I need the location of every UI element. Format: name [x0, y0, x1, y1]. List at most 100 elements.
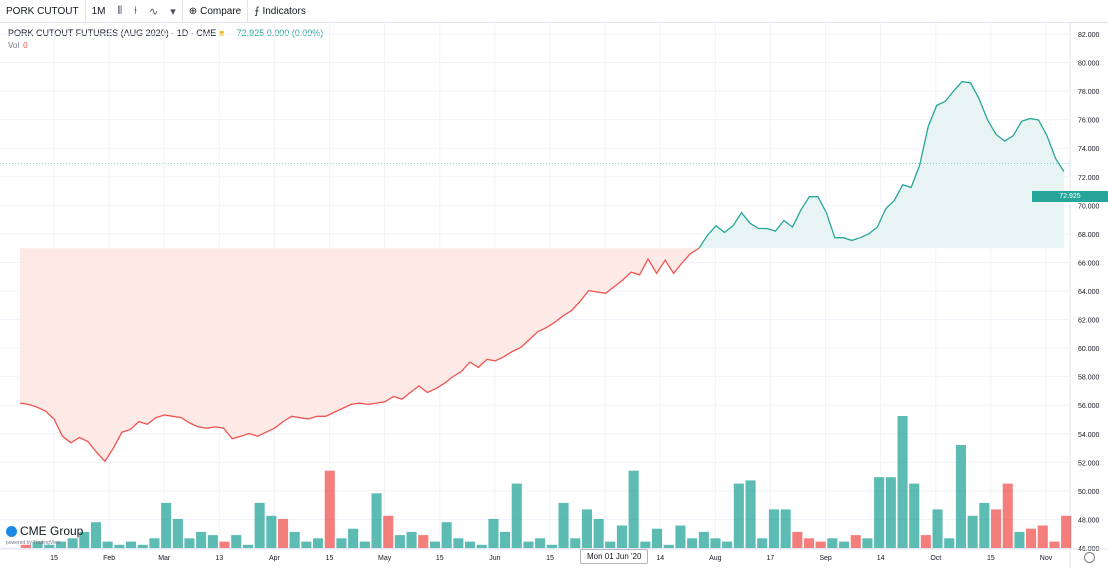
line-style-icon[interactable]: ∿	[148, 5, 159, 18]
volume-bar	[780, 509, 791, 548]
volume-bar	[184, 538, 195, 548]
volume-bar	[862, 538, 873, 548]
legend-title: PORK CUTOUT FUTURES (AUG 2020) · 1D · CM…	[8, 28, 217, 38]
volume-bar	[79, 531, 90, 548]
price-chart[interactable]: 82.000 80.000 78.000 76.000 74.000 72.000 70.0…	[0, 22, 1108, 568]
interval-button[interactable]: 1M	[84, 0, 112, 22]
volume-bar	[102, 541, 113, 548]
y-tick-label: 66.000	[1078, 260, 1100, 267]
chart-legend: PORK CUTOUT FUTURES (AUG 2020) · 1D · CM…	[8, 28, 323, 38]
volume-bar	[453, 538, 464, 548]
brand-subtitle: powered by TradingView	[6, 540, 61, 546]
price-line-above	[697, 80, 1065, 249]
y-tick-label: 50.000	[1078, 489, 1100, 496]
y-tick-label: 58.000	[1078, 375, 1100, 382]
volume-bar	[897, 416, 908, 548]
volume-bar	[710, 538, 721, 548]
y-tick-label: 60.000	[1078, 346, 1100, 353]
volume-bar	[511, 483, 522, 548]
y-tick-label: 68.000	[1078, 232, 1100, 239]
volume-bar	[90, 522, 101, 548]
volume-bar	[628, 470, 639, 548]
x-tick-label: 15	[326, 555, 334, 562]
x-tick-label: 15	[546, 555, 554, 562]
y-tick-label: 48.000	[1078, 517, 1100, 524]
indicators-button[interactable]: ⨍ Indicators	[247, 0, 312, 22]
y-tick-label: 54.000	[1078, 432, 1100, 439]
volume-bar	[55, 541, 66, 548]
volume-bar	[570, 538, 581, 548]
volume-bar	[991, 509, 1002, 548]
volume-bar	[465, 541, 476, 548]
compare-button[interactable]: ⊕ Compare	[181, 0, 248, 22]
volume-bar	[418, 535, 429, 548]
volume-bar	[126, 541, 137, 548]
volume-bar	[488, 519, 499, 548]
volume-bar	[242, 544, 253, 548]
volume-bar	[500, 531, 511, 548]
market-status-icon: ■	[218, 28, 225, 38]
volume-bar	[441, 522, 452, 548]
volume-bar	[32, 541, 43, 548]
price-line-below	[19, 248, 700, 463]
y-tick-label: 78.000	[1078, 89, 1100, 96]
symbol-label: PORK CUTOUT	[6, 5, 79, 17]
volume-legend-label: Vol	[8, 41, 20, 50]
volume-bar	[745, 480, 756, 548]
volume-bar	[605, 541, 616, 548]
volume-bar	[383, 515, 394, 548]
volume-legend-value: 0	[23, 41, 28, 50]
volume-bar	[266, 515, 277, 548]
volume-bar	[839, 541, 850, 548]
x-tick-label: 15	[436, 555, 444, 562]
x-tick-label: 14	[656, 555, 664, 562]
volume-bar	[827, 538, 838, 548]
indicators-label: Indicators	[262, 5, 306, 17]
volume-bar	[359, 541, 370, 548]
volume-bar	[687, 538, 698, 548]
volume-bar	[67, 538, 78, 548]
volume-bar	[1049, 541, 1060, 548]
x-tick-label: 13	[215, 555, 223, 562]
volume-bar	[394, 535, 405, 548]
volume-bar	[675, 525, 686, 548]
volume-bar	[137, 544, 148, 548]
volume-bar	[348, 528, 359, 548]
volume-bar	[1014, 531, 1025, 548]
volume-bar	[698, 531, 709, 548]
legend-ohlc: 72.925 0.000 (0.00%)	[236, 28, 324, 38]
y-tick-label: 74.000	[1078, 146, 1100, 153]
y-tick-label: 72.000	[1078, 175, 1100, 182]
volume-bar	[313, 538, 324, 548]
x-tick-label: Apr	[269, 555, 281, 562]
x-tick-label: Jun	[489, 555, 500, 562]
symbol-search-button[interactable]: PORK CUTOUT	[0, 0, 85, 22]
bar-style-icon[interactable]: ⫴	[117, 4, 123, 17]
volume-bar	[207, 535, 218, 548]
volume-bar	[804, 538, 815, 548]
chevron-down-icon[interactable]: ▾	[170, 5, 176, 18]
volume-bar	[722, 541, 733, 548]
x-tick-label: Oct	[930, 555, 941, 562]
volume-bar	[523, 541, 534, 548]
volume-bar	[371, 493, 382, 548]
x-tick-label: 15	[987, 555, 995, 562]
volume-bar	[114, 544, 125, 548]
volume-bar	[196, 531, 207, 548]
volume-bar	[546, 544, 557, 548]
volume-bar	[149, 538, 160, 548]
volume-bar	[850, 535, 861, 548]
x-tick-label: May	[378, 555, 392, 562]
candle-style-icon[interactable]: ⍿	[134, 4, 137, 17]
y-tick-label: 64.000	[1078, 289, 1100, 296]
x-tick-label: Sep	[819, 555, 832, 562]
x-tick-label: Nov	[1040, 555, 1053, 562]
volume-bar	[219, 541, 230, 548]
volume-bar	[979, 502, 990, 548]
volume-bar	[885, 477, 896, 548]
settings-icon[interactable]	[1084, 552, 1095, 563]
volume-bar	[909, 483, 920, 548]
volume-bar	[768, 509, 779, 548]
y-tick-label: 62.000	[1078, 318, 1100, 325]
y-tick-label: 52.000	[1078, 460, 1100, 467]
